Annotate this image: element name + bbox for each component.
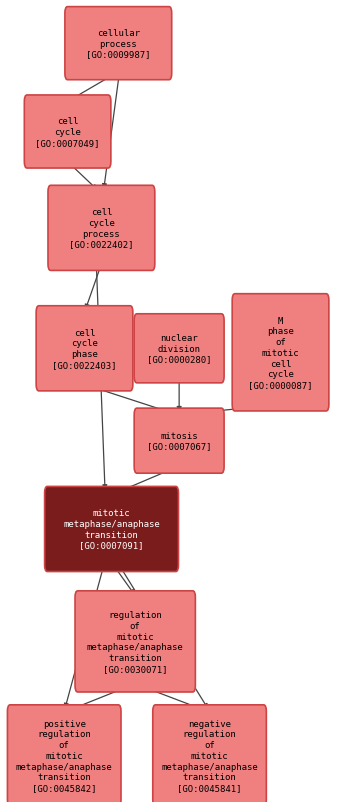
Text: cell
cycle
process
[GO:0022402]: cell cycle process [GO:0022402] xyxy=(69,208,134,249)
FancyBboxPatch shape xyxy=(7,705,121,802)
FancyBboxPatch shape xyxy=(36,306,133,391)
FancyBboxPatch shape xyxy=(232,294,329,411)
FancyBboxPatch shape xyxy=(45,487,178,572)
Text: cell
cycle
phase
[GO:0022403]: cell cycle phase [GO:0022403] xyxy=(52,328,117,370)
FancyBboxPatch shape xyxy=(134,409,224,473)
FancyBboxPatch shape xyxy=(75,591,195,692)
Text: cell
cycle
[GO:0007049]: cell cycle [GO:0007049] xyxy=(35,117,100,148)
Text: negative
regulation
of
mitotic
metaphase/anaphase
transition
[GO:0045841]: negative regulation of mitotic metaphase… xyxy=(161,719,258,792)
Text: nuclear
division
[GO:0000280]: nuclear division [GO:0000280] xyxy=(147,334,211,364)
FancyBboxPatch shape xyxy=(48,186,155,271)
Text: mitosis
[GO:0007067]: mitosis [GO:0007067] xyxy=(147,431,211,451)
FancyBboxPatch shape xyxy=(153,705,266,802)
Text: regulation
of
mitotic
metaphase/anaphase
transition
[GO:0030071]: regulation of mitotic metaphase/anaphase… xyxy=(87,610,184,673)
Text: M
phase
of
mitotic
cell
cycle
[GO:0000087]: M phase of mitotic cell cycle [GO:000008… xyxy=(248,316,313,390)
Text: mitotic
metaphase/anaphase
transition
[GO:0007091]: mitotic metaphase/anaphase transition [G… xyxy=(63,508,160,550)
FancyBboxPatch shape xyxy=(65,8,172,81)
FancyBboxPatch shape xyxy=(134,314,224,383)
Text: cellular
process
[GO:0009987]: cellular process [GO:0009987] xyxy=(86,29,150,59)
FancyBboxPatch shape xyxy=(24,96,111,168)
Text: positive
regulation
of
mitotic
metaphase/anaphase
transition
[GO:0045842]: positive regulation of mitotic metaphase… xyxy=(16,719,113,792)
